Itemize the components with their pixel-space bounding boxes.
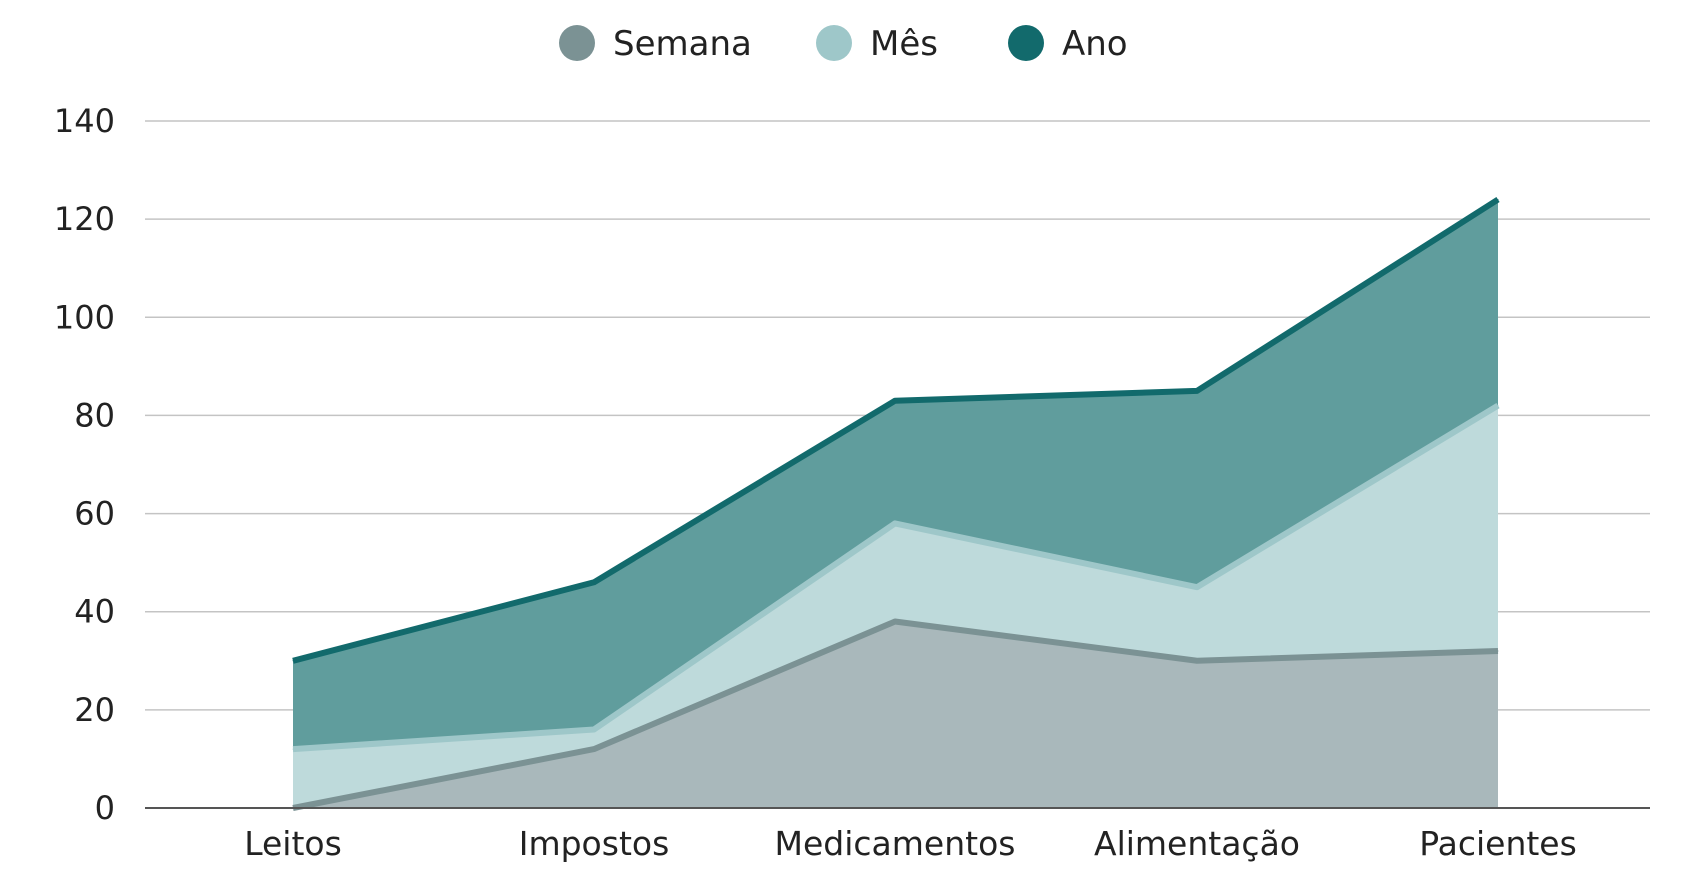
- area-semana: [293, 621, 1498, 808]
- point-semana-1: [593, 748, 595, 750]
- x-tick-label: Medicamentos: [775, 824, 1016, 863]
- x-tick-label: Alimentação: [1094, 824, 1300, 863]
- y-tick-label: 140: [54, 102, 115, 140]
- point-m-s-4: [1497, 405, 1499, 407]
- legend: Semana Mês Ano: [559, 24, 1128, 64]
- x-tick-label: Pacientes: [1419, 824, 1577, 863]
- legend-item-ano: Ano: [1008, 24, 1128, 64]
- legend-item-m-s: Mês: [816, 24, 938, 64]
- y-tick-label: 100: [54, 298, 115, 336]
- y-tick-label: 40: [74, 593, 115, 631]
- point-ano-3: [1196, 390, 1198, 392]
- point-semana-4: [1497, 650, 1499, 652]
- point-semana-2: [894, 621, 896, 623]
- point-m-s-3: [1196, 586, 1198, 588]
- point-m-s-0: [292, 748, 294, 750]
- y-axis: 0 20 40 60 80 100 120 140: [54, 102, 115, 827]
- point-ano-2: [894, 400, 896, 402]
- point-ano-0: [292, 660, 294, 662]
- point-ano-4: [1497, 199, 1499, 201]
- point-semana-3: [1196, 660, 1198, 662]
- y-tick-label: 80: [74, 396, 115, 434]
- y-tick-label: 0: [95, 789, 115, 827]
- legend-label: Semana: [613, 24, 752, 64]
- legend-swatch: [559, 25, 595, 61]
- x-axis-labels: Leitos Impostos Medicamentos Alimentação Pac…: [244, 824, 1577, 863]
- series-areas: [292, 196, 1500, 811]
- x-tick-label: Leitos: [244, 824, 342, 863]
- point-m-s-1: [593, 728, 595, 730]
- y-tick-label: 60: [74, 495, 115, 533]
- y-tick-label: 120: [54, 200, 115, 238]
- point-ano-1: [593, 581, 595, 583]
- legend-item-semana: Semana: [559, 24, 752, 64]
- legend-swatch: [1008, 25, 1044, 61]
- x-tick-label: Impostos: [519, 824, 670, 863]
- legend-swatch: [816, 25, 852, 61]
- legend-label: Ano: [1062, 24, 1128, 64]
- y-tick-label: 20: [74, 691, 115, 729]
- legend-label: Mês: [870, 24, 938, 64]
- point-m-s-2: [894, 522, 896, 524]
